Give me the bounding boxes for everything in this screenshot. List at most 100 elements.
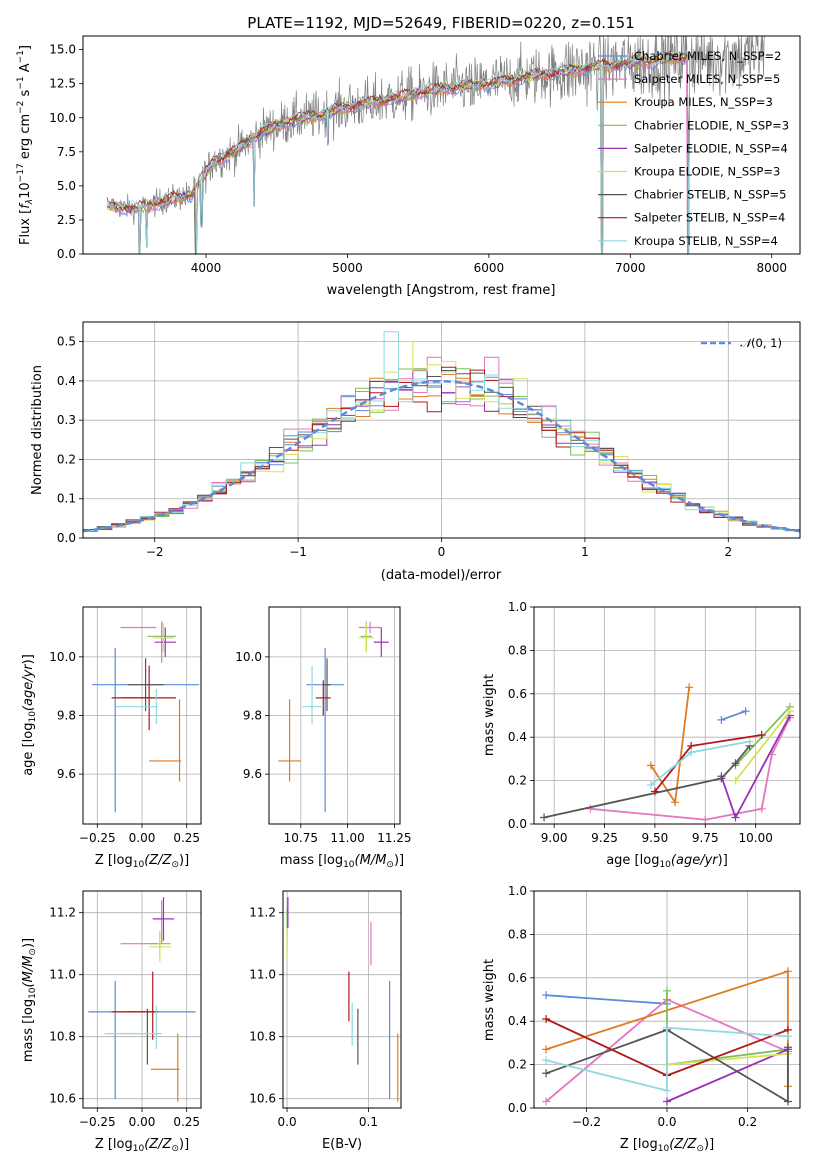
weight-marker-kroupa-stelib: [542, 1056, 551, 1065]
xlabel-mass: mass [log: [280, 853, 343, 868]
tick-label-x: −0.25: [79, 1115, 116, 1129]
tick-label-x: 6000: [474, 261, 505, 275]
ylabel-erg: erg cm: [18, 114, 33, 163]
ylabel-s: s: [18, 89, 33, 100]
tick-label-x: 4000: [191, 261, 222, 275]
tick-label-x: 11.25: [377, 831, 411, 845]
tick-label-y: 9.6: [57, 767, 76, 781]
tick-label-x: 0.0: [278, 1115, 297, 1129]
tick-label-y: 0.4: [57, 374, 76, 388]
tick-label-y: 0.6: [508, 971, 527, 985]
tick-label-x: 9.75: [692, 831, 719, 845]
weight-age-xlabel: age [log10(age/yr)]: [606, 853, 728, 870]
xlabel3-Z-sub: 10: [658, 1144, 670, 1154]
tick-label-x: 9.00: [541, 831, 568, 845]
weight-marker-chabrier-stelib: [540, 813, 549, 822]
mass-z-xlabel: Z [log10(Z/Z⊙)]: [95, 1137, 189, 1154]
tick-label-y: 0.2: [57, 452, 76, 466]
tick-label-x: 0.1: [359, 1115, 378, 1129]
spectrum-panel: PLATE=1192, MJD=52649, FIBERID=0220, z=0…: [16, 14, 801, 298]
tick-label-x: 0.00: [129, 1115, 156, 1129]
tick-label-y: 9.6: [243, 767, 262, 781]
tick-label-y: 10.0: [49, 111, 76, 125]
tick-label-x: 0.00: [129, 831, 156, 845]
residual-ylabel: Normed distribution: [30, 365, 45, 495]
legend-label-kroupa-miles: Kroupa MILES, N_SSP=3: [634, 95, 773, 109]
weight-marker-salpeter-elodie: [731, 813, 740, 822]
tick-label-y: 11.2: [249, 906, 276, 920]
xlabel2-Z-sub: 10: [133, 1144, 145, 1154]
gaussian-legend-label: 𝒩(0, 1): [740, 336, 782, 350]
ylabel-mass-sub: 10: [28, 987, 38, 999]
weight-marker-chabrier-elodie: [663, 986, 671, 995]
xlabel-age-ratio: (age/yr: [671, 853, 719, 868]
residual-xlabel: (data-model)/error: [381, 568, 502, 583]
ylabel-exp3: −1: [16, 76, 26, 89]
weight-line-kroupa-elodie: [666, 1052, 788, 1066]
ylabel-age-ratio: (age/yr: [21, 663, 36, 711]
tick-label-x: 0.25: [173, 831, 200, 845]
weight-marker-kroupa-miles: [783, 967, 792, 976]
gaussian-legend-args: (0, 1): [751, 336, 782, 350]
weight-line-chabrier-elodie: [734, 706, 791, 767]
weight-z-xlabel: Z [log10(Z/Z⊙)]: [620, 1137, 714, 1154]
tick-label-x: 10.00: [738, 831, 772, 845]
residual-legend: 𝒩(0, 1): [701, 336, 782, 350]
weight-marker-salpeter-miles: [701, 815, 710, 824]
weight-marker-kroupa-miles: [542, 1045, 551, 1054]
tick-label-y: 0.0: [508, 1101, 527, 1115]
weight-marker-chabrier-stelib: [717, 774, 726, 783]
tick-label-x: 0.0: [657, 1115, 676, 1129]
legend-label-chabrier-stelib: Chabrier STELIB, N_SSP=5: [634, 188, 786, 202]
tick-label-y: 10.0: [49, 650, 76, 664]
xlabel-age: age [log: [606, 853, 659, 868]
weight-z-panel: −0.2 0.0 0.2 0.0 0.2 0.4 0.6 0.8 1.0 Z [log10(Z/…: [482, 884, 801, 1154]
ylabel-ten: 10: [18, 182, 33, 199]
weight-marker-salpeter-miles: [542, 1097, 551, 1106]
xlabel-mass-close: )]: [394, 853, 404, 868]
tick-label-y: 0.8: [508, 643, 527, 657]
age-z-panel: −0.25 0.00 0.259.69.810.0 Z [log10(Z/Z⊙)] …: [21, 606, 202, 870]
weight-age-panel: 9.00 9.25 9.50 9.75 10.000.00.20.40.60.81.0 …: [482, 600, 801, 870]
tick-label-y: 9.8: [243, 709, 262, 723]
tick-label-y: 11.2: [49, 906, 76, 920]
tick-label-y: 0.0: [508, 817, 527, 831]
weight-marker-salpeter-stelib: [650, 787, 659, 796]
ylabel-A: A: [18, 63, 33, 76]
weight-marker-salpeter-elodie: [663, 1097, 671, 1106]
weight-marker-chabrier-stelib: [731, 759, 740, 768]
weight-marker-salpeter-stelib: [542, 1015, 551, 1024]
tick-label-y: 11.0: [49, 968, 76, 982]
tick-label-y: 0.2: [508, 774, 527, 788]
legend-label-kroupa-elodie: Kroupa ELODIE, N_SSP=3: [634, 165, 780, 179]
ylabel-exp2: −2: [16, 101, 26, 114]
tick-label-x: −2: [146, 545, 164, 559]
tick-label-y: 0.6: [508, 687, 527, 701]
xlabel-Z: Z [log: [95, 853, 133, 868]
spectrum-xlabel: wavelength [Angstrom, rest frame]: [327, 283, 556, 298]
weight-marker-chabrier-stelib: [783, 1097, 792, 1106]
xlabel-age-sub: 10: [659, 860, 671, 870]
weight-marker-chabrier-miles: [717, 715, 726, 724]
tick-label-x: 9.25: [591, 831, 618, 845]
legend-label-salpeter-miles: Salpeter MILES, N_SSP=5: [634, 72, 780, 86]
tick-label-y: 0.2: [508, 1058, 527, 1072]
tick-label-x: 7000: [615, 261, 646, 275]
weight-marker-kroupa-stelib: [783, 1032, 792, 1041]
tick-label-y: 1.0: [508, 600, 527, 614]
weight-marker-salpeter-miles: [757, 804, 766, 813]
ylabel-age: age [log: [21, 723, 36, 776]
weight-marker-kroupa-stelib: [663, 1086, 671, 1095]
tick-label-y: 10.8: [49, 1030, 76, 1044]
weight-age-ylabel: mass weight: [482, 674, 497, 756]
legend-label-salpeter-stelib: Salpeter STELIB, N_SSP=4: [634, 211, 785, 225]
weight-age-axes: [533, 606, 801, 825]
xlabel2-Z-ratio: (Z/Z: [144, 1137, 172, 1152]
tick-label-y: 10.8: [249, 1030, 276, 1044]
tick-label-x: 10.75: [284, 831, 318, 845]
ylabel-exp4: −1: [16, 50, 26, 63]
xlabel-age-close: )]: [718, 853, 728, 868]
histogram-salpeter-stelib: [83, 366, 800, 532]
